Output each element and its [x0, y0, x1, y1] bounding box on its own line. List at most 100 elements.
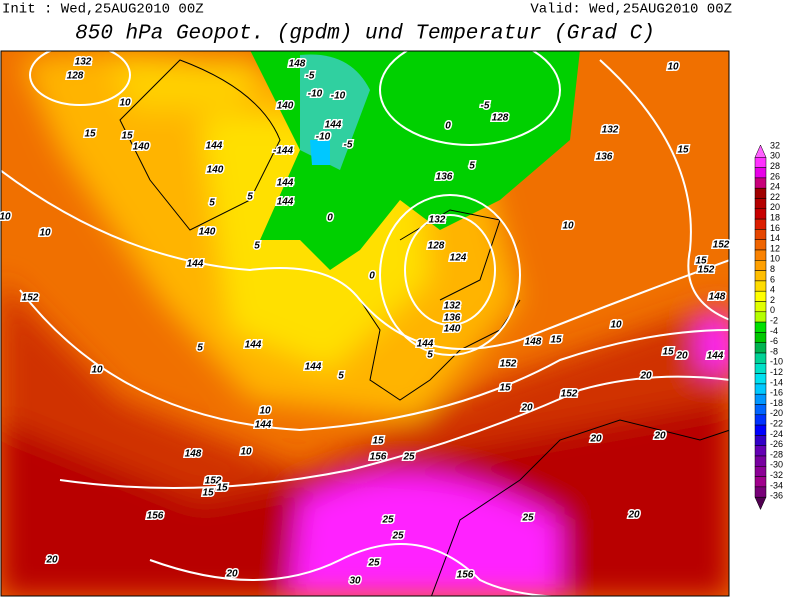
contour-label: 25 — [381, 515, 394, 526]
contour-label: 144 — [707, 351, 724, 362]
colorbar-swatch — [754, 198, 767, 210]
contour-label: -5 — [306, 71, 315, 82]
contour-label: 124 — [450, 253, 467, 264]
contour-label: 132 — [602, 125, 619, 136]
contour-label: 152 — [713, 240, 730, 251]
contour-label: 5 — [197, 343, 203, 354]
contour-label: 136 — [436, 172, 453, 183]
colorbar-label: 16 — [770, 223, 780, 233]
coldest-zone — [310, 140, 330, 165]
colorbar-swatch — [754, 404, 767, 416]
colorbar-label: 28 — [770, 161, 780, 171]
colorbar-label: -34 — [770, 480, 783, 490]
contour — [379, 51, 561, 146]
colorbar: 32302826242220181614121086420-2-4-6-8-10… — [754, 140, 783, 511]
colorbar-label: -2 — [770, 315, 778, 325]
colorbar-swatch — [754, 435, 767, 446]
colorbar-swatch — [754, 332, 767, 343]
cool-zone — [110, 60, 260, 110]
colorbar-swatch — [754, 208, 767, 220]
contour — [379, 194, 521, 356]
colorbar-swatch — [754, 301, 767, 313]
contour-label: 144 — [206, 141, 223, 152]
contour-label: 25 — [402, 452, 415, 463]
contour-label: -144 — [273, 146, 293, 157]
contour-label: 5 — [469, 161, 475, 172]
contour-label: 140 — [444, 324, 461, 335]
contour-label: 156 — [370, 452, 387, 463]
contour — [1, 169, 729, 350]
colorbar-swatch — [754, 445, 767, 457]
contour-label: 144 — [305, 362, 322, 373]
contour-label: 148 — [289, 59, 306, 70]
contour-label: 20 — [520, 403, 533, 414]
contour-label: 5 — [427, 350, 433, 361]
contour-label: 20 — [653, 431, 666, 442]
colorbar-cap — [754, 144, 767, 158]
colorbar-swatch — [754, 218, 767, 230]
contour-label: 0 — [327, 213, 333, 224]
colorbar-swatch — [754, 363, 767, 374]
colorbar-swatch — [754, 466, 767, 477]
colorbar-label: -28 — [770, 449, 783, 459]
coastline — [430, 419, 729, 596]
colorbar-label: -10 — [770, 357, 783, 367]
colorbar-label: -24 — [770, 429, 783, 439]
contour — [59, 375, 729, 489]
contour-label: 10 — [39, 228, 51, 239]
contour-label: 15 — [662, 347, 674, 358]
map-field — [1, 51, 729, 596]
contour-label: 144 — [245, 340, 262, 351]
contour-label: -5 — [481, 101, 490, 112]
colorbar-swatch — [754, 187, 767, 199]
contour — [599, 59, 729, 321]
contour-label: -10 — [331, 91, 346, 102]
contour-label: 15 — [84, 129, 96, 140]
colorbar-swatch — [754, 414, 767, 426]
contour-label: 132 — [429, 215, 446, 226]
contour-label: 148 — [185, 449, 202, 460]
colorbar-swatch — [754, 486, 767, 498]
contour — [149, 543, 562, 596]
very-hot-zone — [700, 315, 729, 370]
coastlines — [119, 59, 729, 596]
colorbar-swatch — [754, 239, 767, 251]
contour-label: 5 — [209, 198, 215, 209]
contour-label: 25 — [521, 513, 534, 524]
contour-label: 0 — [445, 121, 451, 132]
contour-label: 15 — [372, 436, 384, 447]
contour-label: 156 — [457, 570, 474, 581]
colorbar-label: 30 — [770, 151, 780, 161]
init-time: Init : Wed,25AUG2010 00Z — [2, 2, 204, 18]
colorbar-swatch — [754, 167, 767, 179]
colorbar-label: -36 — [770, 491, 783, 501]
contour-label: 152 — [205, 476, 222, 487]
very-hot-zone — [290, 474, 560, 596]
colorbar-label: -12 — [770, 367, 783, 377]
contour-label: 152 — [698, 265, 715, 276]
contour-label: 144 — [325, 120, 342, 131]
colorbar-label: -6 — [770, 336, 778, 346]
colorbar-label: -22 — [770, 418, 783, 428]
colorbar-label: 0 — [770, 305, 775, 315]
colorbar-swatch — [754, 342, 767, 354]
contour — [404, 214, 496, 326]
contour — [19, 289, 729, 432]
colorbar-swatch — [754, 321, 767, 333]
contour-label: 10 — [667, 62, 679, 73]
map-frame — [0, 50, 730, 597]
contour-label: 5 — [247, 192, 253, 203]
coastline — [359, 299, 521, 401]
colorbar-label: 4 — [770, 285, 775, 295]
colorbar-label: -8 — [770, 346, 778, 356]
contour-label: 148 — [709, 292, 726, 303]
colorbar-label: 2 — [770, 295, 775, 305]
colorbar-swatch — [754, 270, 767, 282]
contour-label: 20 — [589, 434, 602, 445]
contour-label: 144 — [417, 339, 434, 350]
contour-label: 144 — [277, 178, 294, 189]
contour-label: 144 — [255, 420, 272, 431]
contour-label: -10 — [308, 89, 323, 100]
colorbar-swatch — [754, 455, 767, 467]
